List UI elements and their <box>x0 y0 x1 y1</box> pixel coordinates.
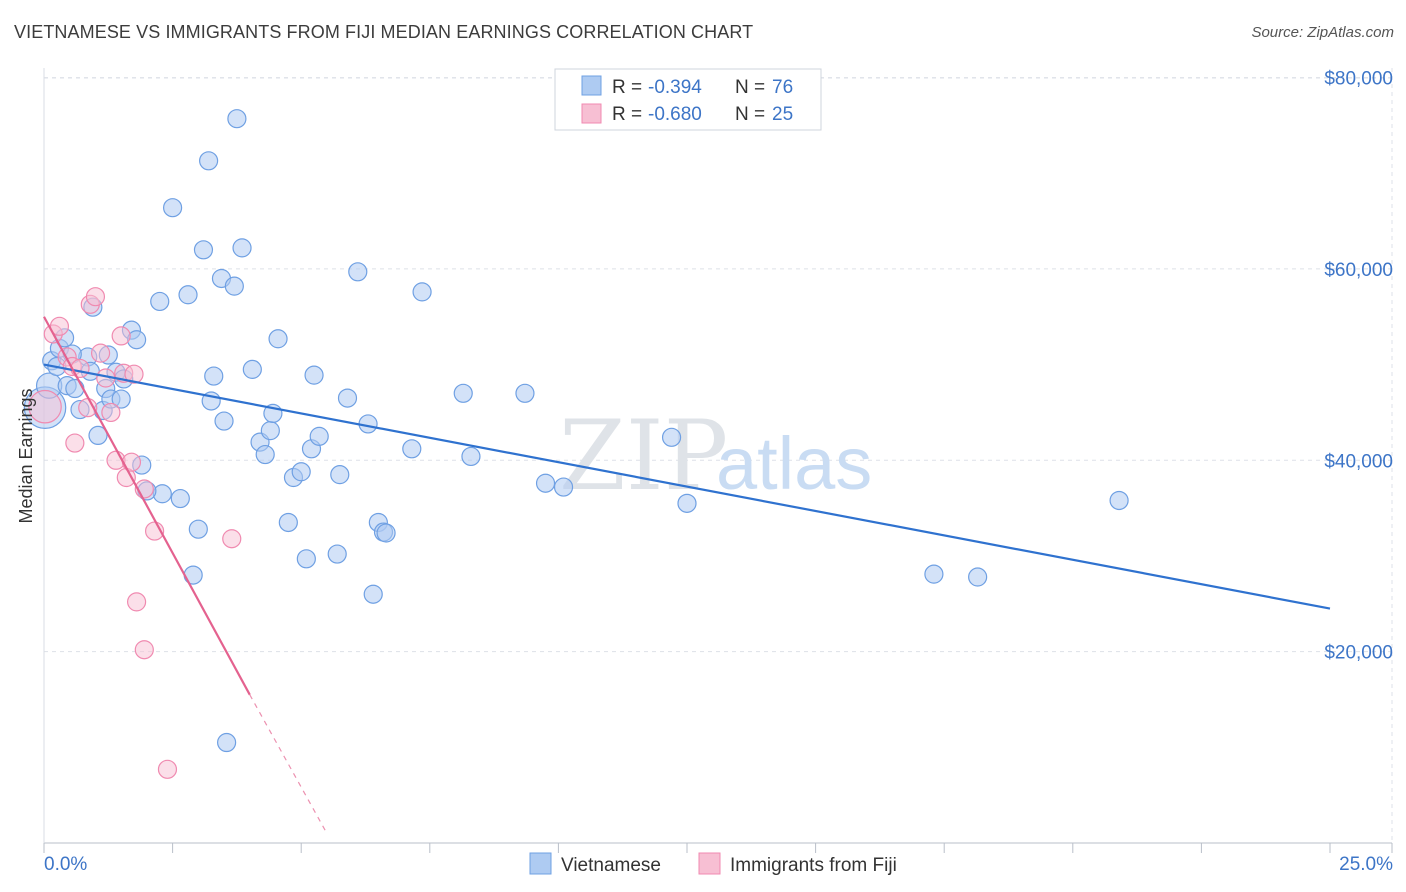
point-vietnamese-6 <box>65 378 85 399</box>
point-vietnamese-29 <box>199 151 219 171</box>
point-vietnamese-66 <box>553 477 574 497</box>
point-vietnamese-44 <box>278 512 298 533</box>
point-vietnamese-23 <box>163 198 183 218</box>
point-fiji-18 <box>124 364 144 384</box>
point-vietnamese-27 <box>188 519 208 539</box>
point-fiji-12 <box>101 402 121 423</box>
trend-line-fiji <box>43 316 251 696</box>
tick-labels: $20,000 $40,000 $60,000 $80,000 0.0% 25.0% <box>44 69 1393 875</box>
point-vietnamese-25 <box>178 285 198 305</box>
legend-n-label-1: N = <box>735 77 765 98</box>
legend-n-label-2: N = <box>735 104 765 125</box>
point-vietnamese-63 <box>461 446 481 467</box>
point-fiji-5 <box>70 358 90 379</box>
point-vietnamese-71 <box>1109 490 1129 511</box>
bottom-legend-swatch-vietnamese <box>529 852 552 875</box>
trend-lines <box>43 316 1331 834</box>
point-vietnamese-74 <box>88 425 108 446</box>
y-tick-label-1: $40,000 <box>1324 451 1393 472</box>
legend-r-value-1: -0.394 <box>648 77 702 98</box>
y-tick-label-0: $20,000 <box>1324 643 1393 664</box>
point-vietnamese-31 <box>204 366 224 386</box>
x-tick-label-max: 25.0% <box>1339 854 1393 875</box>
bottom-legend-swatch-fiji <box>698 852 721 875</box>
point-fiji-7 <box>65 433 85 453</box>
legend-r-label-1: R = <box>612 77 642 98</box>
bottom-legend-label-vietnamese: Vietnamese <box>561 855 661 876</box>
point-vietnamese-38 <box>242 359 262 379</box>
point-fiji-14 <box>111 326 131 346</box>
legend-n-value-2: 25 <box>772 104 793 125</box>
point-vietnamese-61 <box>412 282 432 302</box>
source-label: Source: ZipAtlas.com <box>1251 24 1394 41</box>
legend-swatch-vietnamese <box>581 75 602 96</box>
point-vietnamese-53 <box>337 388 358 408</box>
point-vietnamese-47 <box>296 549 316 569</box>
point-vietnamese-64 <box>515 383 535 403</box>
point-fiji-0 <box>28 389 62 424</box>
series-legend: Vietnamese Immigrants from Fiji <box>529 852 897 876</box>
legend-swatch-fiji <box>581 103 602 124</box>
point-vietnamese-21 <box>150 291 170 312</box>
point-vietnamese-16 <box>111 389 131 409</box>
point-vietnamese-68 <box>677 493 697 513</box>
point-vietnamese-49 <box>304 365 324 385</box>
point-vietnamese-37 <box>232 238 252 258</box>
point-fiji-23 <box>157 759 178 779</box>
point-vietnamese-51 <box>327 544 347 564</box>
trend-line-fiji-extension <box>249 694 328 834</box>
point-vietnamese-62 <box>453 383 473 403</box>
legend-n-value-1: 76 <box>772 77 793 98</box>
y-tick-label-2: $60,000 <box>1324 260 1393 281</box>
point-vietnamese-43 <box>268 329 288 349</box>
point-vietnamese-40 <box>255 444 275 465</box>
point-vietnamese-70 <box>968 567 988 587</box>
point-vietnamese-41 <box>260 421 280 441</box>
point-vietnamese-69 <box>924 564 944 584</box>
point-fiji-24 <box>222 529 242 549</box>
point-vietnamese-65 <box>535 473 556 493</box>
chart-title: VIETNAMESE VS IMMIGRANTS FROM FIJI MEDIA… <box>14 22 754 42</box>
point-fiji-9 <box>85 287 106 307</box>
watermark-zip: ZIP <box>559 400 728 512</box>
trend-line-vietnamese <box>43 363 1331 610</box>
point-vietnamese-36 <box>227 109 247 129</box>
axes <box>43 68 1393 853</box>
point-vietnamese-33 <box>214 411 234 431</box>
stats-legend: R = -0.394 N = 76 R = -0.680 N = 25 <box>554 68 822 131</box>
point-vietnamese-35 <box>224 276 244 296</box>
legend-r-value-2: -0.680 <box>648 104 702 125</box>
point-vietnamese-34 <box>217 732 237 753</box>
watermark-atlas: atlas <box>716 422 872 505</box>
point-vietnamese-60 <box>402 439 422 459</box>
point-vietnamese-50 <box>309 426 329 446</box>
point-fiji-21 <box>126 592 147 612</box>
bottom-legend-label-fiji: Immigrants from Fiji <box>730 855 897 876</box>
legend-r-label-2: R = <box>612 104 642 125</box>
data-points <box>23 109 1129 779</box>
point-fiji-10 <box>90 343 111 363</box>
watermark: ZIP atlas <box>559 400 872 512</box>
point-fiji-17 <box>121 452 142 472</box>
y-axis-title: Median Earnings <box>16 388 36 523</box>
point-vietnamese-28 <box>193 240 214 260</box>
point-vietnamese-59 <box>376 523 396 543</box>
point-vietnamese-24 <box>170 488 190 509</box>
point-vietnamese-54 <box>348 262 368 282</box>
point-vietnamese-56 <box>363 584 383 604</box>
point-vietnamese-46 <box>291 462 311 482</box>
point-fiji-22 <box>134 640 154 660</box>
point-vietnamese-52 <box>330 465 350 485</box>
point-vietnamese-67 <box>661 427 682 447</box>
x-tick-label-min: 0.0% <box>44 854 87 875</box>
y-tick-label-3: $80,000 <box>1324 69 1393 90</box>
